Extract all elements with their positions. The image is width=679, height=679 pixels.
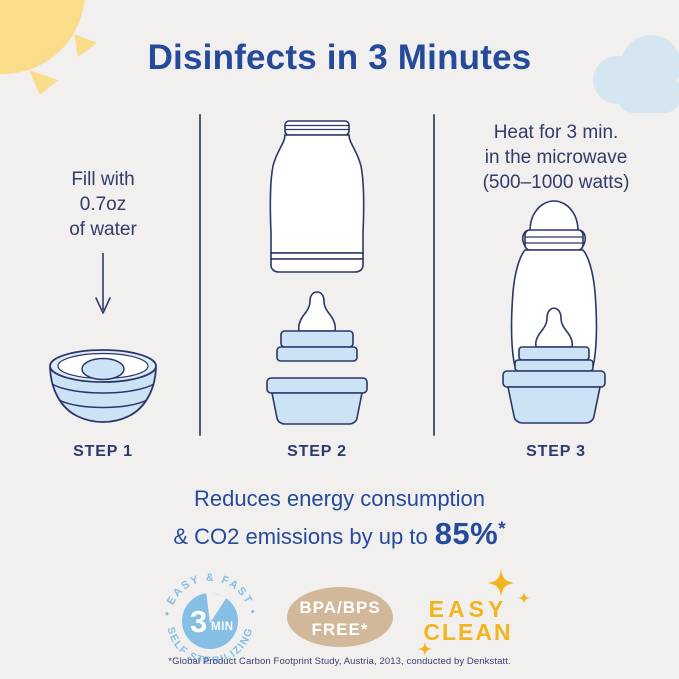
teat-illustration	[276, 291, 358, 362]
step3-instruction-line: in the microwave	[484, 147, 628, 168]
water-bowl-illustration	[49, 349, 157, 423]
footnote: *Global Product Carbon Footprint Study, …	[168, 656, 511, 667]
energy-claim-line2-text: & CO2 emissions by up to	[173, 524, 428, 549]
easy-clean-badge: EASY CLEAN	[418, 569, 530, 656]
badge-minutes-value: 3	[190, 604, 207, 639]
cloud-icon	[593, 35, 679, 113]
assembled-bottle-illustration	[502, 200, 606, 424]
sparkle-icon	[518, 592, 530, 604]
sterilizer-base-illustration	[266, 377, 368, 425]
sun-icon	[0, 0, 97, 95]
step1-instruction-line: 0.7oz	[79, 194, 127, 215]
step1-instruction-line: Fill with	[71, 169, 135, 190]
clock-wedge	[206, 591, 227, 623]
page-title: Disinfects in 3 Minutes	[147, 38, 532, 77]
step3-instruction: Heat for 3 min. in the microwave (500–10…	[446, 120, 666, 195]
energy-claim-line1: Reduces energy consumption	[193, 486, 486, 511]
bpa-badge-line2: FREE*	[312, 620, 369, 639]
easy-clean-line1: EASY	[429, 596, 508, 622]
bottle-body-illustration	[269, 120, 365, 273]
easy-clean-line2: CLEAN	[423, 619, 512, 645]
claim-highlight-value: 85%	[434, 516, 499, 551]
step1-instruction-line: of water	[69, 219, 137, 240]
bpa-badge-line1: BPA/BPS	[299, 598, 380, 617]
step1-label: STEP 1	[73, 443, 133, 460]
step2-label: STEP 2	[287, 443, 347, 460]
energy-claim: Reduces energy consumption & CO2 emissio…	[0, 483, 679, 552]
energy-claim-line2: & CO2 emissions by up to 85%*	[0, 514, 679, 552]
step3-label: STEP 3	[526, 443, 586, 460]
bpa-free-badge: BPA/BPS FREE*	[287, 587, 393, 647]
badge-minutes-unit: MIN	[211, 621, 234, 633]
claim-asterisk: *	[498, 519, 506, 540]
column-divider-2	[433, 114, 435, 436]
sparkle-icon	[487, 569, 515, 597]
self-sterilizing-badge: • EASY & FAST • SELF STERILIZING 3 MIN	[161, 572, 256, 667]
arrow-down-icon	[95, 253, 111, 314]
step3-instruction-line: Heat for 3 min.	[493, 122, 619, 143]
step1-instruction: Fill with 0.7oz of water	[13, 167, 193, 242]
column-divider-1	[199, 114, 201, 436]
step3-instruction-line: (500–1000 watts)	[482, 172, 630, 193]
